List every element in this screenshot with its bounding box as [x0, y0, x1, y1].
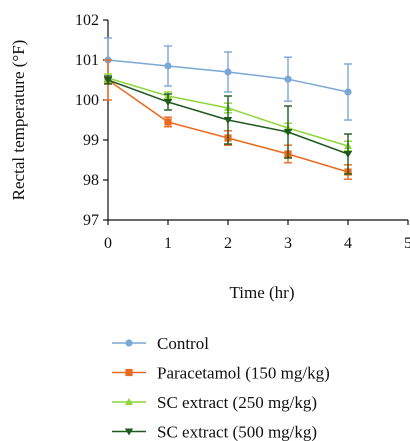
- legend-marker: [124, 428, 134, 436]
- legend-marker: [125, 398, 133, 405]
- data-point: [343, 151, 353, 158]
- legend-label: SC extract (250 mg/kg): [157, 393, 317, 412]
- y-axis-title: Rectal temperature (°F): [9, 40, 28, 201]
- y-tick-label: 102: [75, 12, 99, 29]
- legend-item: SC extract (500 mg/kg): [112, 423, 317, 441]
- data-point: [164, 62, 172, 70]
- legend-label: SC extract (500 mg/kg): [157, 423, 317, 441]
- data-point: [223, 117, 233, 124]
- legend-item: SC extract (250 mg/kg): [112, 393, 317, 412]
- data-point: [284, 75, 292, 83]
- x-tick-label: 0: [104, 235, 112, 252]
- legend-label: Paracetamol (150 mg/kg): [157, 364, 330, 383]
- data-point: [164, 118, 172, 126]
- y-tick-label: 101: [75, 52, 99, 69]
- x-axis-title: Time (hr): [229, 283, 294, 302]
- data-point: [103, 77, 113, 84]
- legend-item: Paracetamol (150 mg/kg): [112, 364, 330, 383]
- x-tick-label: 1: [164, 235, 172, 252]
- x-tick-label: 4: [344, 235, 352, 252]
- legend-marker: [125, 368, 133, 377]
- y-tick-label: 97: [83, 212, 99, 229]
- x-tick-label: 2: [224, 235, 232, 252]
- data-point: [344, 88, 352, 96]
- y-tick-label: 100: [75, 92, 99, 109]
- y-tick-label: 98: [83, 172, 99, 189]
- legend: Control Paracetamol (150 mg/kg) SC extract…: [112, 334, 330, 441]
- data-point: [224, 68, 232, 76]
- y-tick-label: 99: [83, 132, 99, 149]
- x-tick-label: 5: [404, 235, 410, 252]
- legend-marker: [125, 339, 133, 347]
- data-point: [283, 129, 293, 136]
- legend-label: Control: [157, 334, 209, 353]
- legend-item: Control: [112, 334, 209, 353]
- plot-area: [103, 37, 353, 180]
- series-3: [103, 75, 353, 175]
- axes: 0 1 2 3 4 5 97 98 99 100 101 102: [75, 12, 410, 252]
- data-point: [163, 99, 173, 106]
- x-tick-label: 3: [284, 235, 292, 252]
